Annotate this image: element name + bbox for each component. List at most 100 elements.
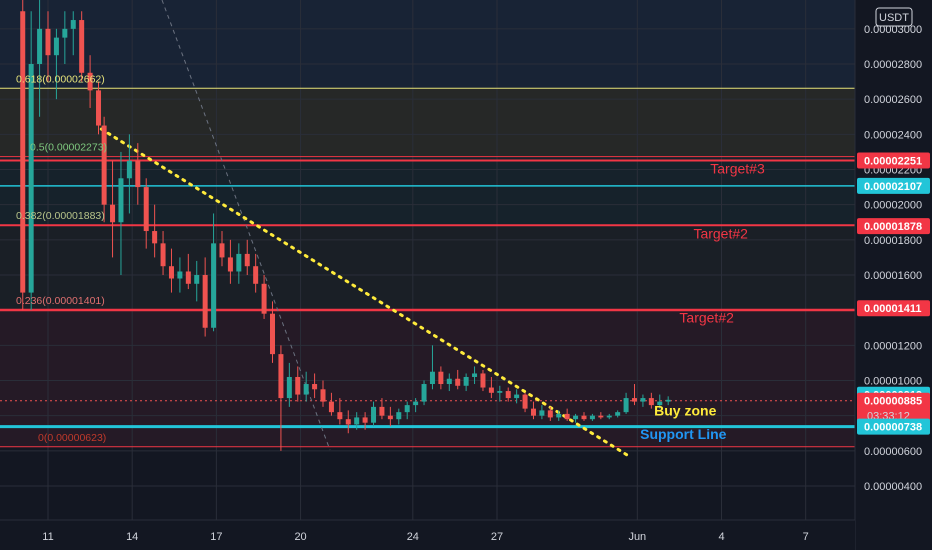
dotted-downtrend-line xyxy=(99,127,631,458)
candle-body xyxy=(623,398,629,413)
candle-body xyxy=(371,406,377,423)
candle-body xyxy=(463,376,469,386)
price-tick-label: 0.00001800 xyxy=(864,235,922,247)
price-badge-label: 0.00002107 xyxy=(864,181,922,193)
price-tick-label: 0.00002400 xyxy=(864,129,922,141)
price-badge-label: 0.00001411 xyxy=(864,303,922,315)
candles xyxy=(20,0,671,451)
candle-body xyxy=(657,401,663,406)
candle-body xyxy=(70,20,76,29)
candle-body xyxy=(28,64,34,293)
fib-zone xyxy=(0,156,855,226)
candle-body xyxy=(429,371,435,385)
price-badge-label: 0.00002251 xyxy=(864,156,922,168)
candle-body xyxy=(665,399,671,402)
candle-body xyxy=(160,243,166,267)
candle-body xyxy=(118,178,124,223)
price-badge-label: 0.00001878 xyxy=(864,221,922,233)
price-tick-label: 0.00000600 xyxy=(864,446,922,458)
currency-box[interactable]: USDT xyxy=(875,7,913,27)
price-axis: 0.000004000.000006000.000008000.00001000… xyxy=(854,0,932,550)
candle-body xyxy=(522,394,528,409)
candle-body xyxy=(270,313,275,355)
candle-body xyxy=(96,90,102,126)
time-tick-label: 17 xyxy=(210,531,222,543)
candle-body xyxy=(286,376,292,399)
candle-body xyxy=(135,160,141,188)
candle-body xyxy=(455,378,461,386)
candle-body xyxy=(379,406,385,416)
candle-body xyxy=(337,412,343,420)
time-tick-label: 7 xyxy=(803,531,809,543)
candle-body xyxy=(497,391,503,393)
fib-label: 0.236(0.00001401) xyxy=(16,295,105,307)
candle-body xyxy=(53,37,59,56)
candle-body xyxy=(152,231,158,244)
diagonal-lines xyxy=(99,0,631,458)
candle-body xyxy=(211,243,217,328)
time-axis: 11 14 17 20 24 27 Jun 4 7 xyxy=(0,519,855,550)
price-badge-label: 0.00000885 xyxy=(864,396,922,408)
price-tick-label: 0.00001200 xyxy=(864,340,922,352)
price-badge-label: 0.00000738 xyxy=(864,422,922,434)
candle-body xyxy=(438,371,444,385)
candle-body xyxy=(295,376,301,395)
dashed-trend-line xyxy=(161,0,331,451)
candle-body xyxy=(345,419,351,425)
candle-body xyxy=(320,389,326,402)
candle-body xyxy=(177,271,183,279)
candle-body xyxy=(110,204,116,223)
candle-body xyxy=(303,384,309,395)
candle-body xyxy=(185,271,191,284)
candle-body xyxy=(421,384,427,402)
candle-body xyxy=(472,373,478,377)
candle-body xyxy=(362,417,368,423)
price-tick-label: 0.00002600 xyxy=(864,94,922,106)
candle-body xyxy=(396,412,402,420)
candle-body xyxy=(278,354,284,399)
price-tick-label: 0.00001600 xyxy=(864,270,922,282)
candle-body xyxy=(101,125,107,205)
price-badge xyxy=(857,418,930,435)
candle-body xyxy=(648,398,654,406)
candle-body xyxy=(488,387,494,393)
candle-body xyxy=(236,253,242,272)
candle-body xyxy=(581,415,587,420)
candle-body xyxy=(253,266,259,284)
candle-body xyxy=(589,415,595,420)
candle-body xyxy=(79,20,85,73)
candle-body xyxy=(194,275,200,284)
candle-body xyxy=(640,398,646,402)
time-axis-bg xyxy=(0,520,855,550)
candle-body xyxy=(573,415,579,420)
candle-body xyxy=(446,378,452,385)
fib-label: 0.5(0.00002273) xyxy=(30,142,107,154)
price-badge xyxy=(857,177,930,194)
candle-body xyxy=(219,243,225,258)
candle-body xyxy=(261,283,267,314)
candle-body xyxy=(514,394,520,399)
time-tick-label: 27 xyxy=(491,531,503,543)
candle-body xyxy=(404,405,410,413)
candle-body xyxy=(227,257,233,272)
candle-body xyxy=(312,384,318,390)
candle-body xyxy=(354,417,360,425)
price-badges: 0.00002251 0.00002107 0.00001878 0.00001411… xyxy=(857,152,930,435)
price-tick-label: 0.00001000 xyxy=(864,376,922,388)
currency-box-frame xyxy=(875,7,913,27)
candle-body xyxy=(328,401,334,413)
currency-label: USDT xyxy=(879,12,909,24)
price-tick-label: 0.00000400 xyxy=(864,481,922,493)
candle-body xyxy=(143,187,149,232)
candle-body xyxy=(547,410,553,418)
candle-body xyxy=(556,413,562,418)
time-tick-label: 20 xyxy=(294,531,306,543)
fib-label: 0.382(0.00001883) xyxy=(16,210,105,222)
candle-body xyxy=(530,408,536,416)
time-tick-label: 11 xyxy=(42,531,53,543)
candle-body xyxy=(615,412,621,416)
time-tick-label: Jun xyxy=(628,531,646,543)
price-axis-bg xyxy=(855,0,932,550)
